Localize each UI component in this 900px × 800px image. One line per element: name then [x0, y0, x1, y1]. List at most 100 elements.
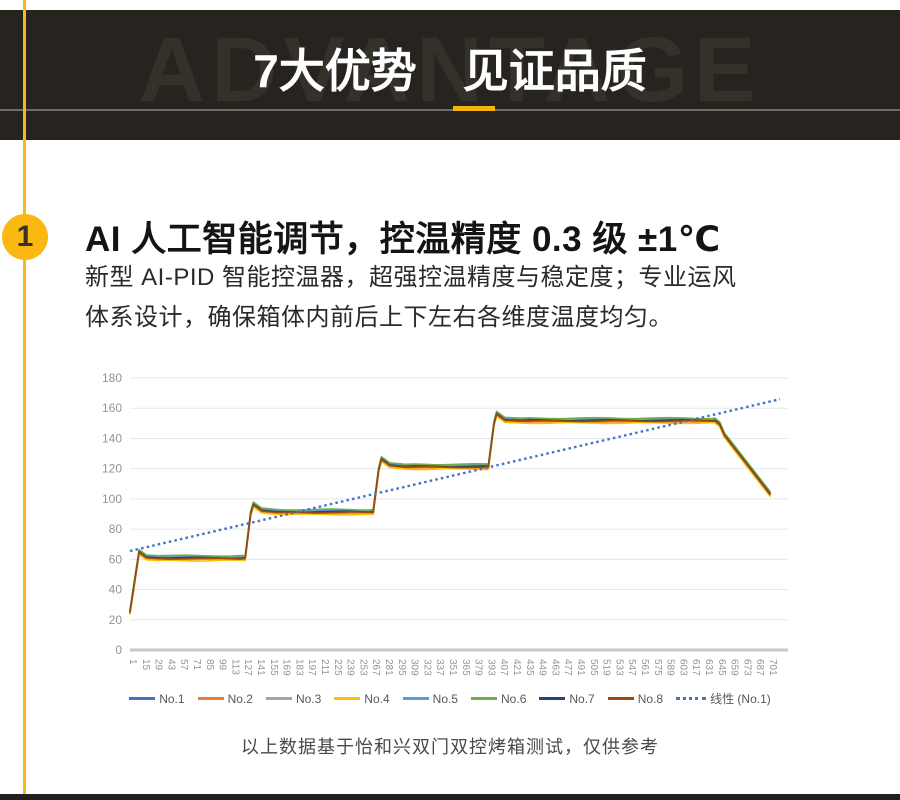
svg-text:505: 505: [588, 659, 599, 676]
step-number-badge: 1: [2, 214, 48, 260]
svg-text:491: 491: [575, 659, 586, 676]
svg-text:687: 687: [754, 659, 765, 676]
svg-text:393: 393: [485, 659, 496, 676]
svg-text:40: 40: [109, 583, 123, 597]
legend-item: No.2: [197, 691, 253, 706]
svg-text:239: 239: [345, 659, 356, 676]
svg-text:365: 365: [460, 659, 471, 676]
svg-text:85: 85: [204, 659, 215, 671]
svg-text:113: 113: [229, 659, 240, 675]
legend-label: No.8: [637, 691, 664, 706]
svg-text:127: 127: [242, 659, 253, 676]
yellow-dash-accent: [453, 106, 495, 111]
svg-text:155: 155: [268, 659, 279, 676]
svg-text:141: 141: [255, 659, 266, 676]
section-title: AI 人工智能调节，控温精度 0.3 级 ±1℃: [85, 220, 721, 259]
chart-caption: 以上数据基于怡和兴双门双控烤箱测试，仅供参考: [241, 737, 659, 757]
svg-text:211: 211: [319, 659, 330, 675]
svg-text:60: 60: [109, 552, 123, 566]
svg-text:309: 309: [409, 659, 420, 676]
svg-text:169: 169: [281, 659, 292, 676]
legend-item: No.1: [129, 691, 185, 706]
svg-text:547: 547: [626, 659, 637, 676]
svg-text:631: 631: [703, 659, 714, 676]
svg-text:183: 183: [293, 659, 304, 676]
svg-text:180: 180: [102, 371, 122, 385]
legend-item: No.7: [539, 691, 595, 706]
svg-text:645: 645: [716, 659, 727, 676]
legend-line-swatch: [197, 697, 224, 700]
section-body-line2: 体系设计，确保箱体内前后上下左右各维度温度均匀。: [85, 304, 673, 331]
svg-text:603: 603: [677, 659, 688, 676]
legend-label: No.1: [159, 691, 185, 706]
legend-line-swatch: [402, 697, 429, 700]
svg-text:659: 659: [729, 659, 740, 676]
legend-item: No.3: [265, 691, 322, 706]
svg-text:140: 140: [102, 431, 122, 445]
legend-dotted-line-swatch: [676, 697, 707, 700]
legend-label: No.5: [432, 691, 459, 706]
svg-text:617: 617: [690, 659, 701, 676]
legend-line-swatch: [129, 697, 156, 700]
svg-text:519: 519: [601, 659, 612, 676]
svg-text:575: 575: [652, 659, 663, 676]
svg-text:197: 197: [306, 659, 317, 676]
legend-line-swatch: [334, 697, 361, 700]
svg-text:295: 295: [396, 659, 407, 676]
svg-text:1: 1: [127, 659, 138, 665]
legend-line-swatch: [539, 697, 566, 700]
header-divider: [0, 109, 900, 111]
svg-text:477: 477: [562, 659, 573, 676]
svg-text:561: 561: [639, 659, 650, 676]
legend-label: No.7: [569, 691, 595, 706]
svg-text:379: 379: [473, 659, 484, 676]
svg-text:421: 421: [511, 659, 522, 676]
legend-label: No.2: [227, 691, 253, 706]
svg-text:337: 337: [434, 659, 445, 676]
svg-text:589: 589: [665, 659, 676, 676]
legend-line-swatch: [265, 697, 292, 700]
svg-text:533: 533: [613, 659, 624, 676]
svg-text:120: 120: [102, 462, 122, 476]
legend-line-swatch: [471, 697, 498, 700]
svg-text:449: 449: [537, 659, 548, 676]
svg-text:20: 20: [109, 613, 123, 627]
svg-text:15: 15: [140, 659, 151, 671]
advantage-watermark: ADVANTAGE: [138, 19, 762, 121]
legend-label: No.6: [501, 691, 527, 706]
svg-text:281: 281: [383, 659, 394, 676]
legend-label: No.3: [295, 691, 322, 706]
bottom-border-bar: [0, 794, 900, 800]
svg-text:160: 160: [102, 401, 122, 415]
legend-item: 线性 (No.1): [676, 690, 771, 707]
legend-item: No.8: [607, 691, 664, 706]
svg-text:29: 29: [153, 659, 164, 671]
svg-text:463: 463: [549, 659, 560, 676]
svg-text:435: 435: [524, 659, 535, 676]
section-body: 新型 AI-PID 智能控温器，超强控温精度与稳定度；专业运风 体系设计，确保箱…: [85, 258, 885, 338]
section-body-line1: 新型 AI-PID 智能控温器，超强控温精度与稳定度；专业运风: [85, 264, 737, 291]
svg-text:701: 701: [767, 659, 778, 676]
svg-text:57: 57: [178, 659, 189, 671]
legend-line-swatch: [607, 697, 634, 700]
svg-text:100: 100: [102, 492, 122, 506]
legend-item: No.4: [334, 692, 390, 706]
svg-text:71: 71: [191, 659, 202, 671]
chart-legend: No.1 No.2 No.3 No.4 No.5 No.6 No.7 No.8 线性 (No.1…: [0, 690, 900, 707]
accent-vertical-line: [23, 0, 26, 794]
svg-text:225: 225: [332, 659, 343, 676]
legend-label: 线性 (No.1): [710, 692, 771, 706]
svg-text:253: 253: [357, 659, 368, 676]
svg-text:43: 43: [165, 659, 176, 671]
legend-item: No.5: [402, 691, 459, 706]
legend-item: No.6: [471, 692, 526, 706]
svg-text:267: 267: [370, 659, 381, 676]
svg-text:351: 351: [447, 659, 458, 676]
svg-text:407: 407: [498, 659, 509, 676]
step-number: 1: [16, 220, 34, 253]
svg-text:323: 323: [421, 659, 432, 676]
page-header: ADVANTAGE 7大优势 见证品质: [0, 10, 900, 140]
svg-text:80: 80: [109, 522, 123, 536]
